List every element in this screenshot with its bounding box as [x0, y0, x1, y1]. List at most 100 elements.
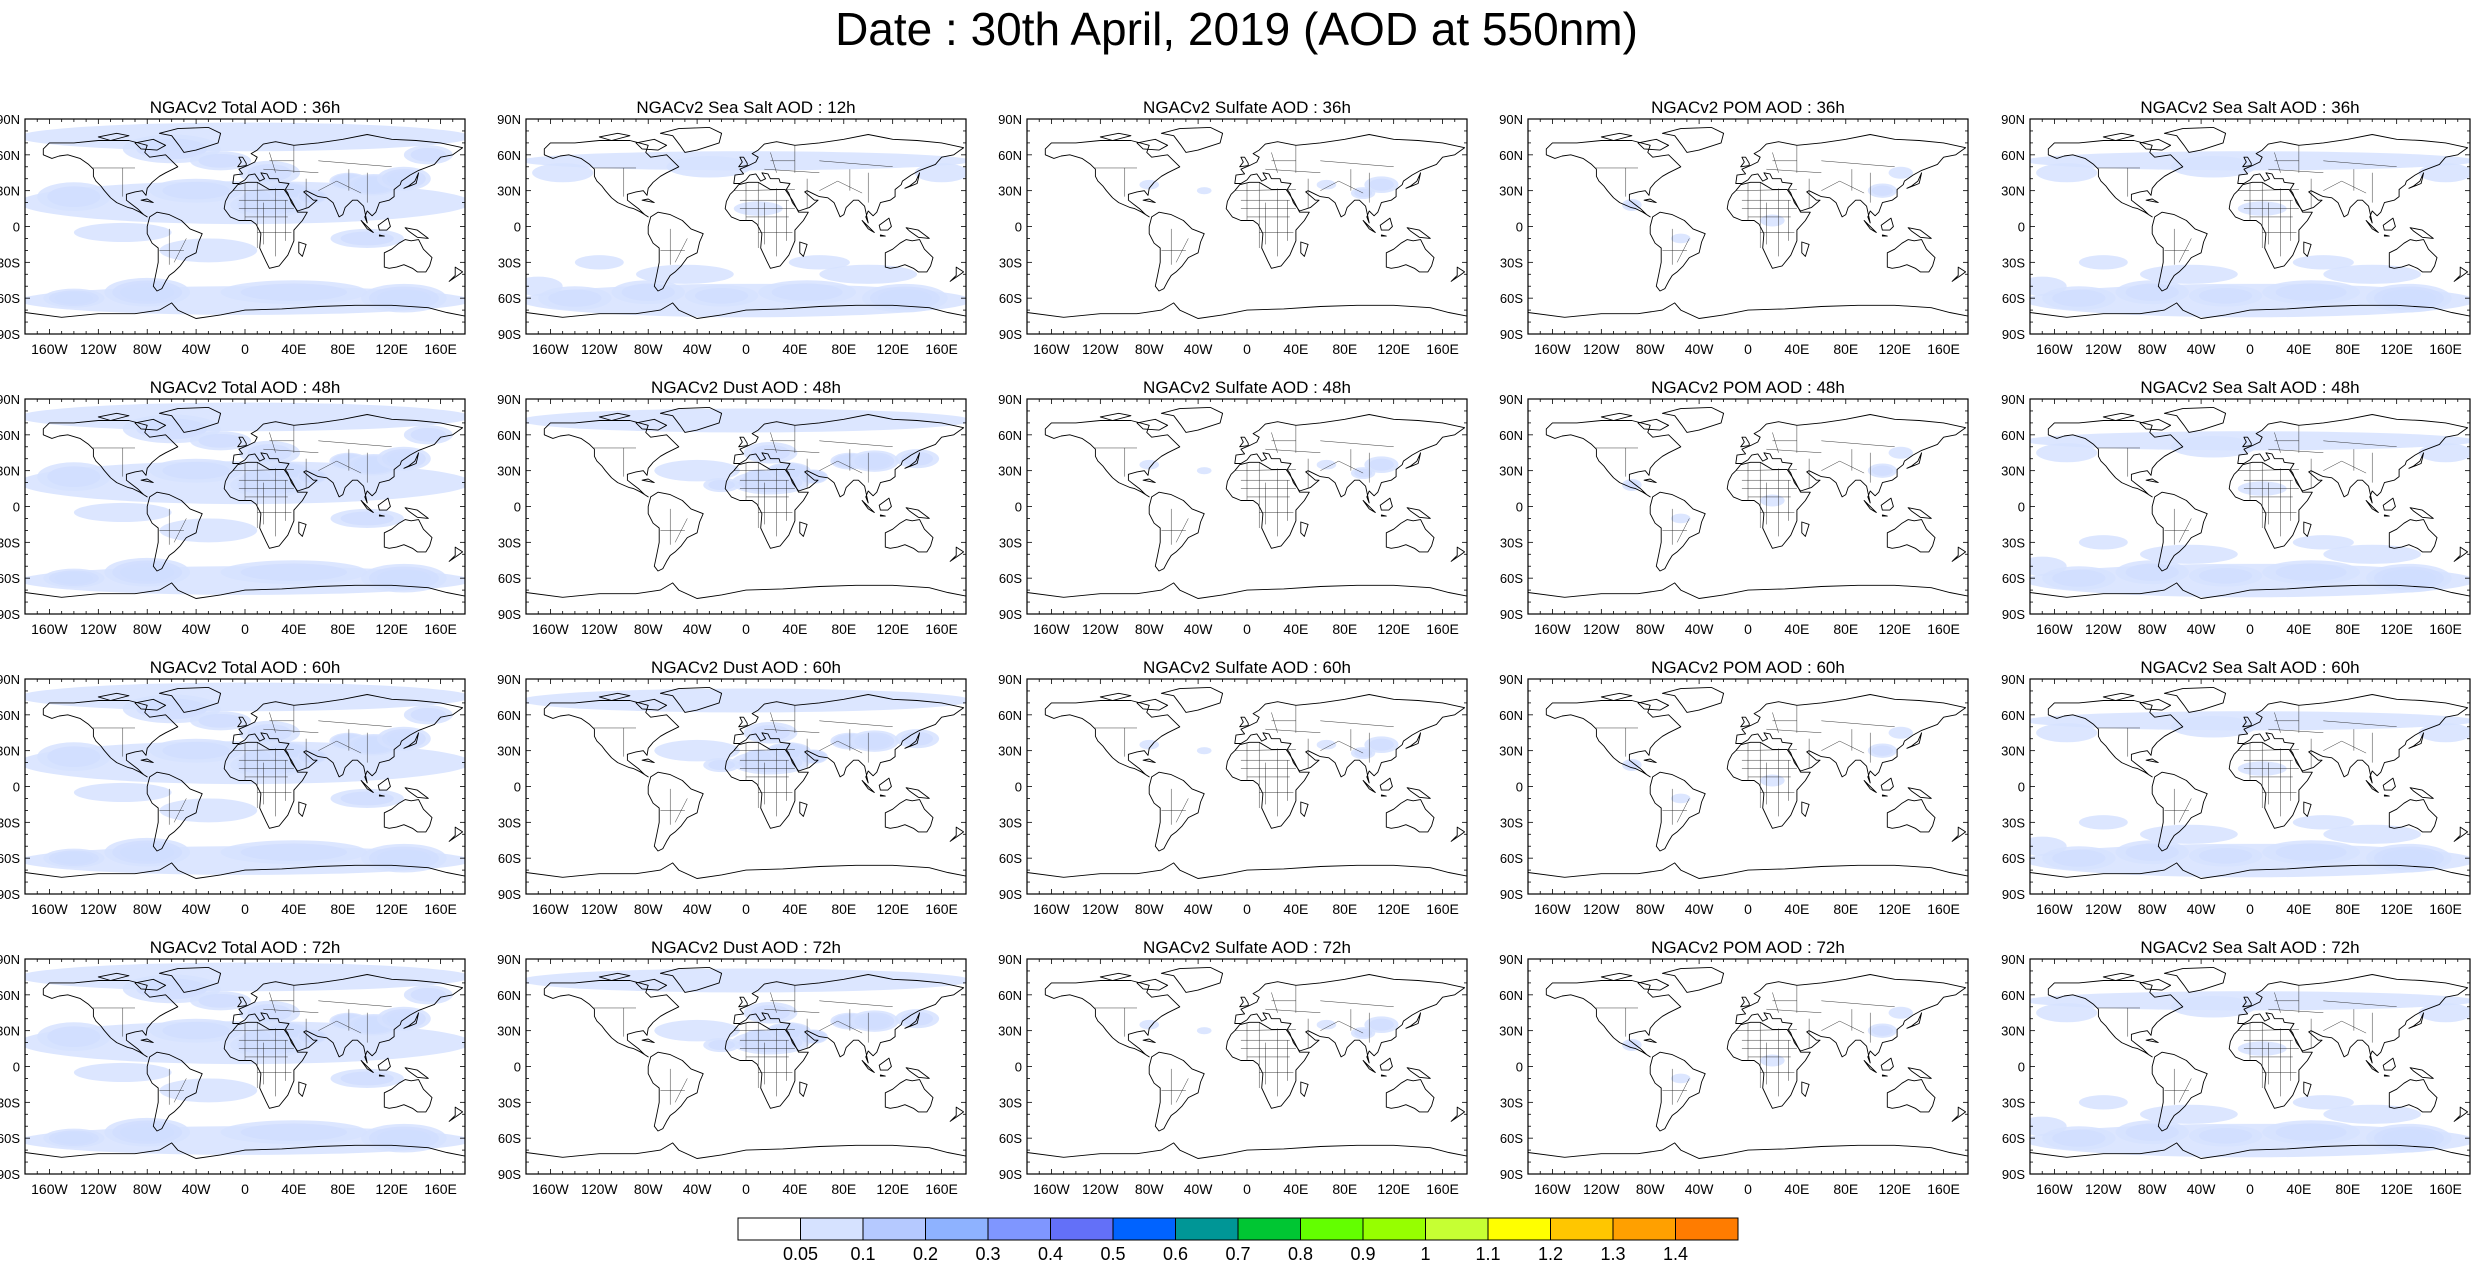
coastline — [2139, 698, 2172, 711]
map-panel: 90N 60N 30N 0 30S 60S 90S 160W 120W 80W 40W 0 40E 80E… — [497, 658, 967, 917]
lon-tick-label: 120E — [1377, 1181, 1410, 1197]
coastline — [2382, 777, 2396, 791]
aod-blob — [2078, 815, 2128, 830]
lat-tick-label: 30N — [2001, 184, 2025, 199]
panel-title: NGACv2 POM AOD : 72h — [1651, 938, 1845, 957]
lon-tick-label: 120W — [1082, 341, 1119, 357]
lon-tick-label: 40W — [2187, 341, 2217, 357]
lat-tick-label: 60S — [999, 1131, 1022, 1146]
aod-blob — [159, 1078, 258, 1103]
aod-blob — [526, 688, 966, 713]
lat-tick-label: 60S — [498, 291, 521, 306]
country-border — [2323, 180, 2342, 191]
aod-blob — [1760, 214, 1785, 227]
country-border — [1772, 432, 1779, 453]
country-border — [1676, 518, 1690, 543]
aod-blob — [297, 189, 327, 204]
country-border — [2178, 798, 2192, 823]
aod-blob — [403, 145, 453, 165]
aod-blob — [1622, 759, 1642, 771]
country-border — [2268, 448, 2324, 453]
lon-tick-label: 80W — [634, 341, 664, 357]
country-border — [1766, 728, 1822, 733]
country-border — [263, 1008, 319, 1013]
aod-blob — [1888, 1006, 1914, 1019]
aod-blob — [104, 837, 190, 867]
lon-tick-label: 120W — [1082, 621, 1119, 637]
country-border — [2323, 440, 2397, 448]
aod-blob — [2030, 1116, 2067, 1136]
coastline — [2383, 794, 2390, 797]
aod-blob — [849, 1010, 899, 1032]
map-panel: 90N 60N 30N 0 30S 60S 90S 160W 120W 80W 40W 0 40E 80E… — [2001, 98, 2471, 357]
lon-tick-label: 160E — [2429, 1181, 2462, 1197]
coastline — [134, 698, 167, 711]
lon-tick-label: 40E — [1283, 1181, 1308, 1197]
coastline — [647, 771, 704, 852]
coastline — [1740, 436, 1750, 448]
coastline — [1148, 771, 1205, 852]
aod-blob — [2188, 565, 2263, 587]
aod-blob — [2262, 840, 2360, 865]
lon-tick-label: 160E — [2429, 901, 2462, 917]
lat-tick-label: 30S — [2002, 535, 2025, 550]
lat-tick-label: 30S — [2002, 815, 2025, 830]
map-panel: 90N 60N 30N 0 30S 60S 90S 160W 120W 80W 40W 0 40E 80E… — [2001, 938, 2471, 1197]
coastlines — [526, 126, 966, 319]
lon-tick-label: 160W — [1534, 901, 1571, 917]
coastline — [1637, 418, 1670, 431]
lat-tick-label: 90S — [999, 607, 1022, 622]
aod-blob — [2292, 815, 2354, 830]
coastline — [97, 132, 130, 141]
coastline — [2365, 220, 2379, 233]
coastlines — [526, 966, 966, 1159]
coastline — [383, 519, 433, 553]
lat-tick-label: 60N — [0, 148, 20, 163]
aod-blob — [684, 285, 759, 307]
country-border — [232, 469, 294, 471]
lon-tick-label: 160W — [2036, 621, 2073, 637]
country-border — [819, 180, 838, 191]
colorbar-box — [1300, 1217, 1364, 1241]
country-border — [1821, 1000, 1895, 1008]
coastline — [1234, 134, 1466, 224]
lon-tick-label: 40W — [1184, 901, 1214, 917]
lon-tick-label: 40W — [683, 341, 713, 357]
coastline — [2408, 732, 2425, 749]
lon-tick-label: 160W — [1033, 1181, 1070, 1197]
coastline — [1405, 452, 1422, 469]
lat-tick-label: 30N — [1499, 184, 1523, 199]
coastline — [1545, 420, 1682, 498]
aod-blob — [1671, 513, 1691, 524]
coastline — [42, 140, 179, 218]
aod-blob — [1364, 1016, 1399, 1034]
coastline — [1661, 686, 1725, 713]
aod-blob — [2036, 723, 2098, 743]
coastline — [404, 787, 429, 799]
coastline — [1801, 521, 1810, 537]
lat-tick-label: 60N — [497, 428, 521, 443]
lon-tick-label: 160E — [424, 901, 457, 917]
panel-title: NGACv2 Sulfate AOD : 60h — [1143, 658, 1351, 677]
coastline — [2388, 1079, 2438, 1113]
colorbar-label: 0.4 — [1038, 1244, 1063, 1261]
lon-tick-label: 40E — [1784, 1181, 1809, 1197]
coastline — [42, 700, 179, 778]
coastline — [1379, 777, 1393, 791]
lat-tick-label: 90N — [1499, 392, 1523, 407]
aod-blob — [104, 277, 190, 307]
aod-blob — [361, 1123, 447, 1153]
lon-tick-label: 40W — [2187, 1181, 2217, 1197]
map-panel: 90N 60N 30N 0 30S 60S 90S 160W 120W 80W 40W 0 40E 80E… — [998, 98, 1468, 357]
coastline — [1239, 996, 1249, 1008]
lon-tick-label: 40W — [182, 621, 212, 637]
lon-tick-label: 120E — [375, 621, 408, 637]
lon-tick-label: 40E — [782, 621, 807, 637]
lat-tick-label: 60N — [2001, 148, 2025, 163]
lat-tick-label: 90S — [999, 327, 1022, 342]
coastline — [134, 138, 167, 151]
coastline — [884, 519, 934, 553]
coastline — [2388, 519, 2438, 553]
lon-tick-label: 80E — [1332, 901, 1357, 917]
lat-tick-label: 90S — [498, 887, 521, 902]
